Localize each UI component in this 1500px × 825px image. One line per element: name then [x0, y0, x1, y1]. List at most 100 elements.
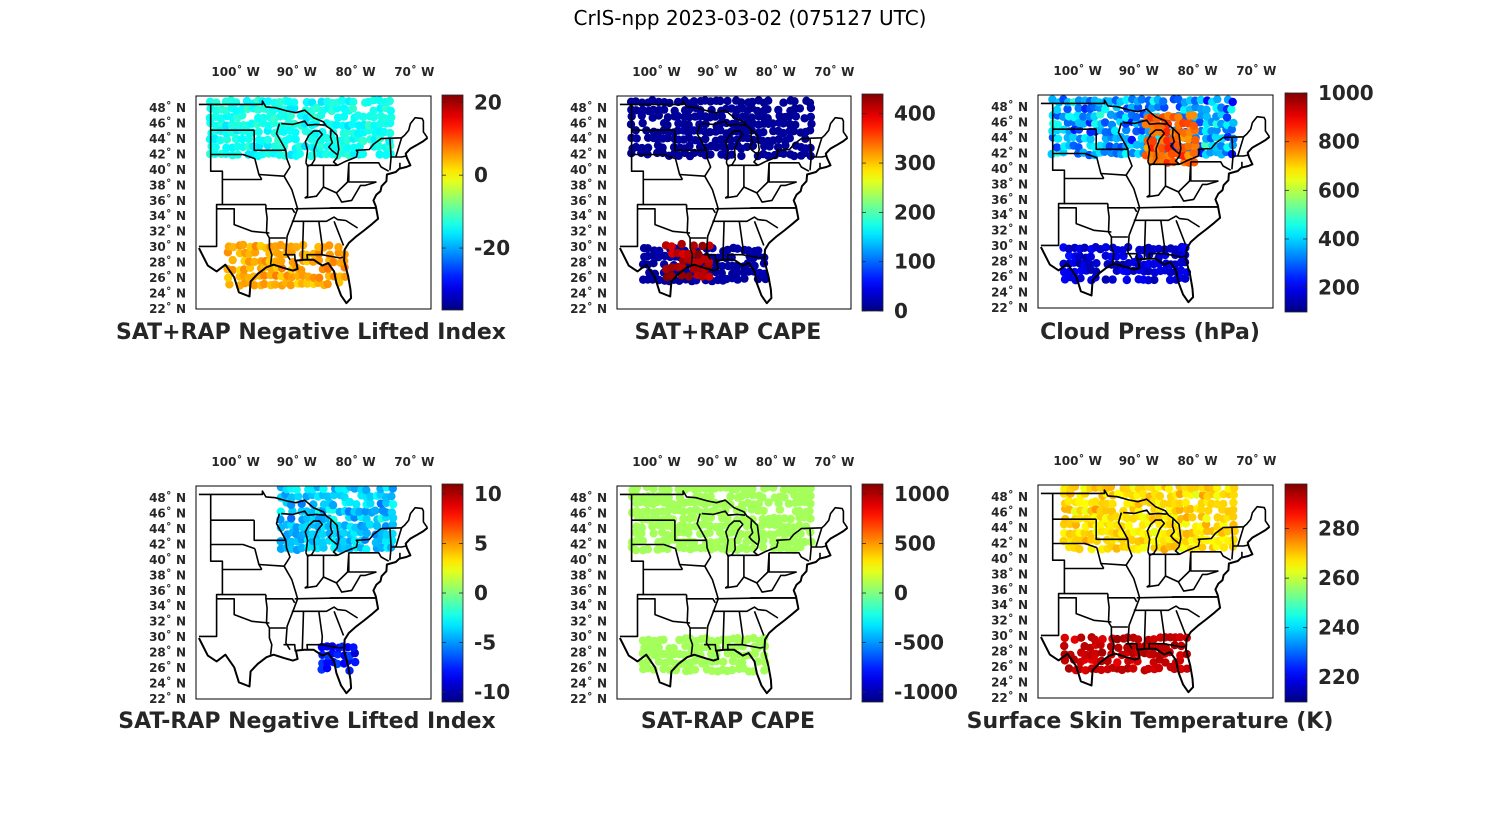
data-point-south-swath [1080, 243, 1089, 252]
data-point-south-swath [701, 658, 711, 667]
data-point-north-swath [806, 514, 815, 523]
state-border [631, 543, 676, 550]
data-point-north-swath [1124, 521, 1133, 530]
data-point-north-swath [805, 506, 814, 516]
data-point-north-swath [318, 128, 327, 137]
data-point-north-swath [291, 128, 300, 137]
data-point-north-swath [238, 134, 247, 144]
data-point-north-swath [664, 486, 673, 495]
state-border [1107, 596, 1138, 603]
state-border [1177, 570, 1219, 592]
data-point-north-swath [294, 492, 303, 501]
lon-tick-label: 70˚ W [394, 454, 434, 469]
data-point-north-swath [319, 486, 328, 494]
lat-tick-label: 40˚ N [570, 162, 607, 177]
data-point-north-swath [1053, 134, 1063, 143]
colorbar-tick-label: 500 [894, 531, 936, 555]
data-point-north-swath [1079, 112, 1088, 121]
data-point-north-swath [658, 486, 667, 494]
state-border [1146, 551, 1192, 588]
data-point-north-swath [343, 143, 352, 152]
data-point-north-swath [350, 513, 359, 522]
colorbar-tick-label: 0 [894, 581, 908, 605]
lon-tick-label: 100˚ W [632, 64, 680, 79]
data-point-north-swath [292, 523, 301, 532]
lat-tick-label: 48˚ N [991, 99, 1028, 114]
data-point-south-florida [323, 658, 332, 667]
data-point-north-swath [759, 536, 768, 545]
data-point-north-swath [369, 113, 378, 122]
panel-title: SAT+RAP Negative Lifted Index [116, 320, 506, 345]
data-point-high-cape-texas [698, 241, 707, 251]
data-point-south-swath [1176, 651, 1185, 660]
data-point-north-swath [386, 106, 395, 116]
lon-tick-label: 100˚ W [632, 454, 680, 469]
data-points [276, 486, 398, 675]
state-border [809, 156, 812, 171]
data-point-south-swath [728, 665, 737, 675]
data-point-north-swath [381, 536, 391, 546]
data-point-north-swath [1181, 498, 1191, 507]
lat-tick-label: 24˚ N [991, 285, 1028, 300]
data-point-north-swath [731, 486, 741, 494]
lat-tick-label: 46˚ N [991, 504, 1028, 519]
data-point-north-swath [642, 486, 651, 492]
data-point-north-swath [1159, 97, 1168, 106]
data-point-south-swath [286, 281, 295, 290]
data-point-north-swath [705, 528, 714, 537]
state-boundaries [198, 100, 429, 305]
lat-tick-label: 48˚ N [570, 490, 607, 505]
data-point-north-swath [388, 486, 397, 493]
data-point-north-swath [1096, 520, 1106, 529]
data-point-north-swath [675, 493, 685, 502]
data-point-south-swath [323, 279, 332, 289]
data-point-south-swath [1129, 664, 1138, 673]
data-point-south-swath [691, 656, 700, 665]
data-point-north-swath [1212, 126, 1221, 135]
data-point-great-lakes [1191, 141, 1200, 151]
data-point-north-swath [742, 544, 751, 554]
data-point-south-swath [1182, 664, 1192, 673]
state-border [685, 204, 691, 239]
state-border [1110, 627, 1115, 654]
data-point-south-swath [250, 248, 260, 257]
lat-tick-label: 48˚ N [149, 100, 186, 115]
data-point-south-swath [1076, 633, 1086, 642]
data-point-north-swath [679, 514, 688, 523]
data-point-north-swath [663, 120, 672, 130]
data-point-north-swath [350, 486, 359, 493]
state-border [768, 162, 797, 183]
state-border [283, 150, 299, 261]
data-point-north-swath [768, 119, 777, 128]
state-border [1058, 596, 1112, 623]
lat-tick-label: 26˚ N [991, 269, 1028, 284]
data-point-north-swath [805, 98, 815, 108]
data-point-great-lakes [1189, 121, 1198, 130]
colorbar-tick-label: 800 [1318, 130, 1360, 154]
data-point-north-swath [1164, 485, 1174, 494]
lat-tick-label: 24˚ N [991, 675, 1028, 690]
lat-tick-label: 38˚ N [991, 566, 1028, 581]
data-point-north-swath [758, 493, 767, 502]
data-point-north-swath [1213, 500, 1222, 509]
lat-tick-label: 32˚ N [570, 224, 607, 239]
data-point-north-swath [258, 150, 267, 159]
state-border [1237, 526, 1245, 547]
data-point-north-swath [632, 507, 641, 516]
data-point-north-swath [748, 97, 757, 107]
data-point-north-swath [638, 536, 648, 546]
data-point-south-swath [1114, 643, 1123, 652]
data-point-north-swath [1202, 105, 1211, 114]
state-boundaries [1040, 489, 1271, 694]
data-point-south-swath [1101, 243, 1111, 252]
lon-tick-label: 70˚ W [1236, 453, 1276, 468]
data-point-high-cape-texas [704, 257, 714, 267]
data-point-north-swath [385, 96, 394, 106]
data-point-south-swath [753, 657, 763, 666]
data-point-north-swath [1095, 98, 1104, 107]
colorbar-tick-label: 600 [1318, 178, 1360, 202]
data-point-north-swath [330, 543, 339, 553]
state-border [1110, 237, 1115, 264]
